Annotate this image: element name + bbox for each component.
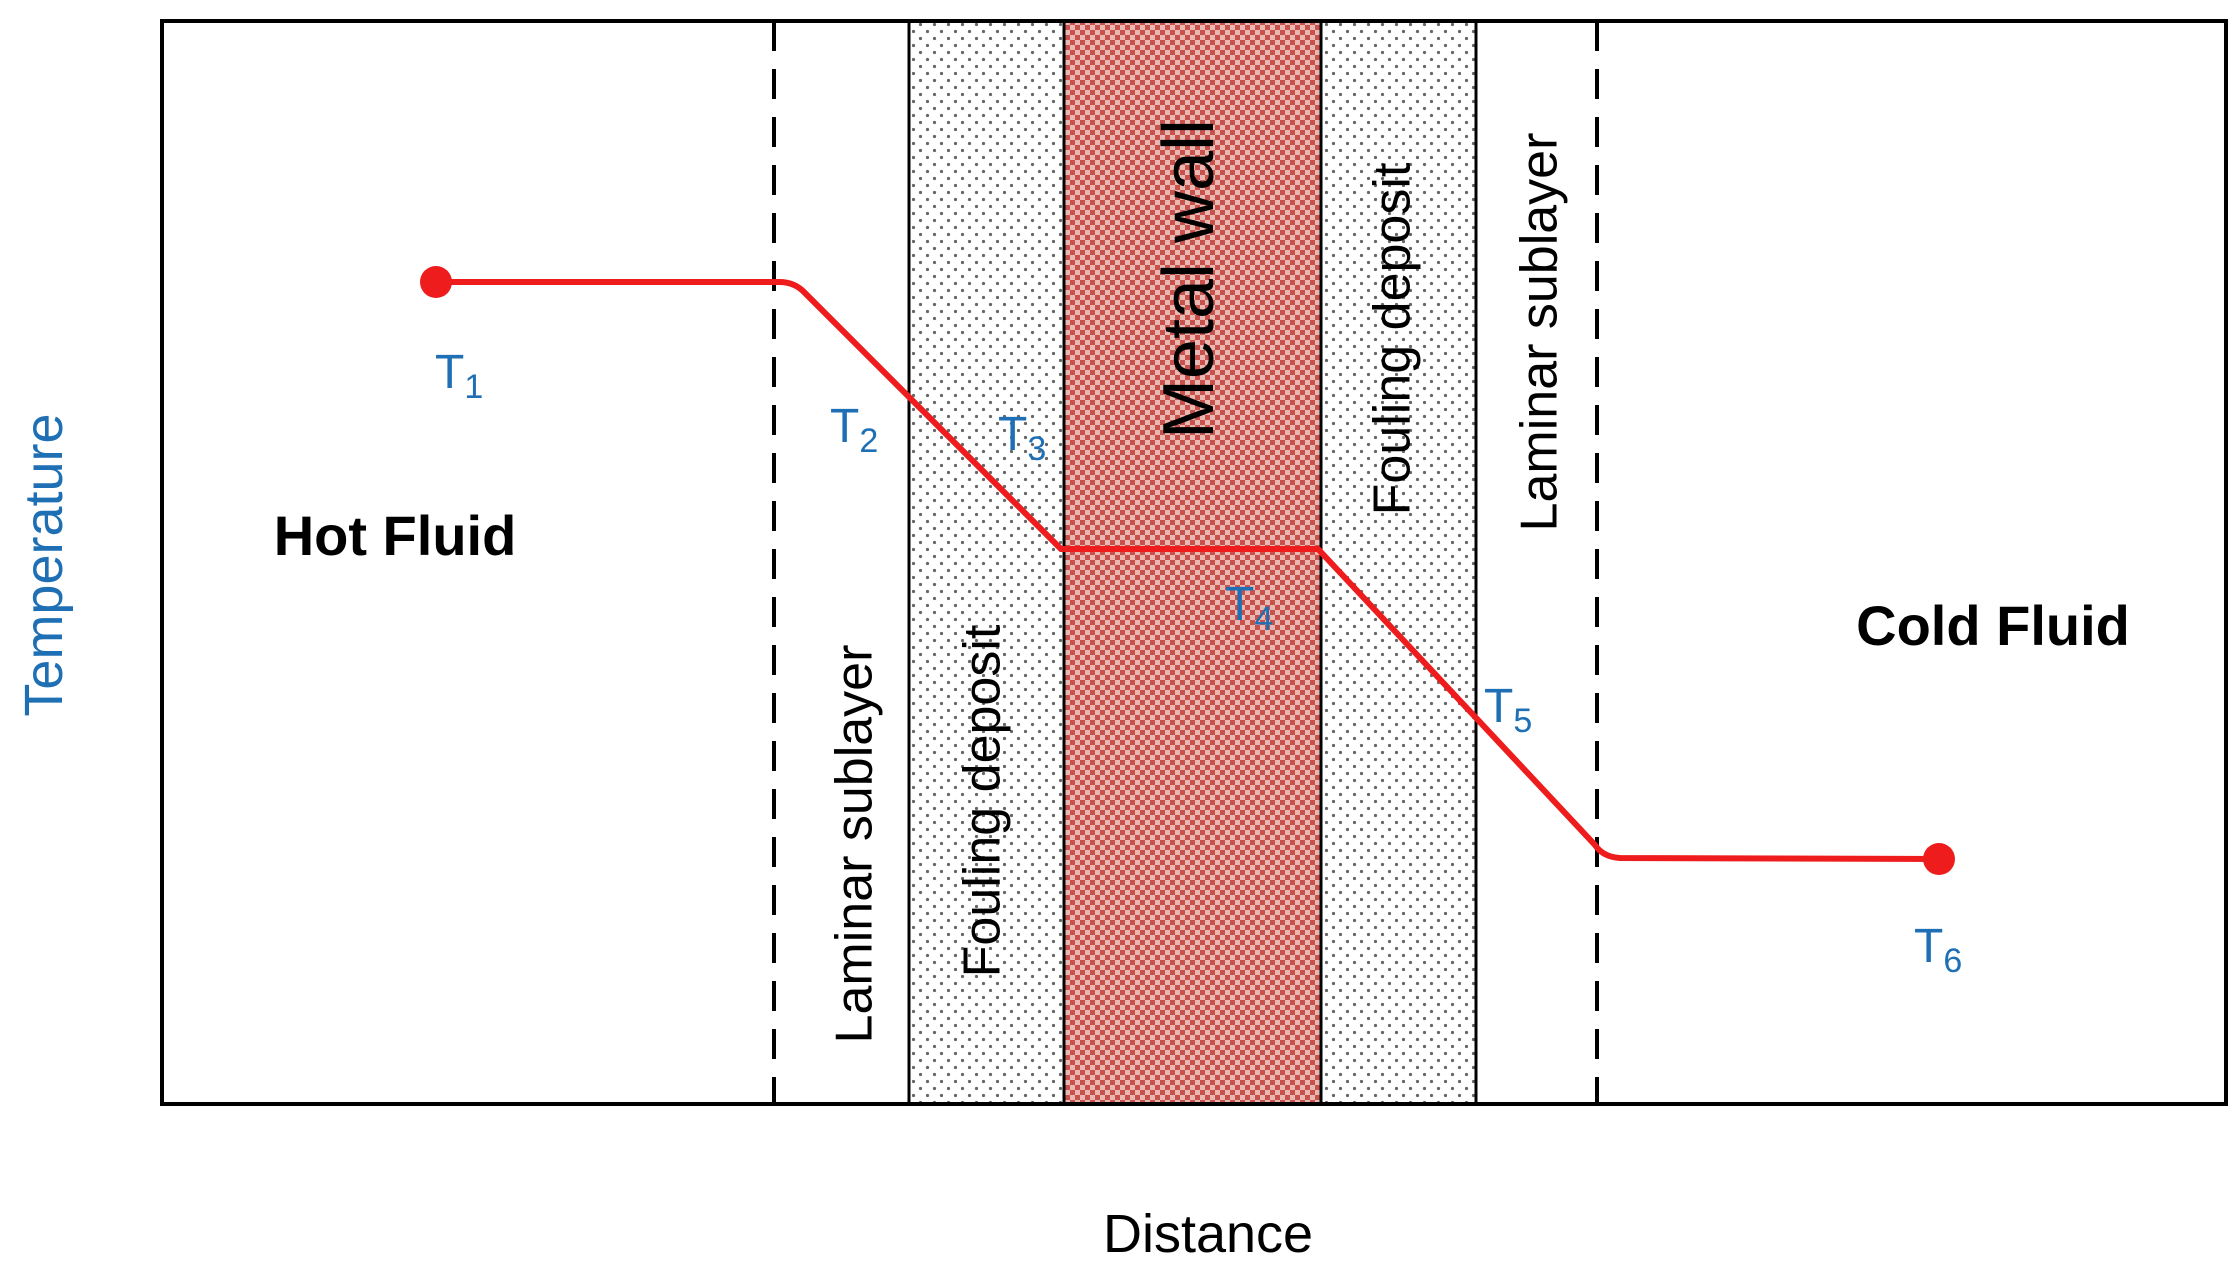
point-label: T6 [1914, 920, 1962, 980]
region-label: Cold Fluid [1856, 594, 2130, 657]
point-label: T1 [435, 346, 483, 406]
layer-label: Laminar sublayer [826, 645, 884, 1044]
metal-wall [1062, 19, 1323, 1106]
fouling-left [907, 19, 1066, 1106]
point-label: T4 [1225, 578, 1273, 638]
region-label: Hot Fluid [274, 504, 517, 567]
layer-label: Metal wall [1149, 119, 1229, 439]
layer-label: Fouling deposit [954, 624, 1012, 977]
y-axis-label: Temperature [14, 413, 74, 716]
frame [160, 19, 2228, 1106]
point-label: T3 [998, 408, 1046, 468]
layer-label: Fouling deposit [1364, 162, 1422, 515]
end-point [1923, 843, 1955, 875]
end-point [420, 266, 452, 298]
point-label: T5 [1484, 680, 1532, 740]
point-label: T2 [830, 400, 878, 460]
layer-label: Laminar sublayer [1511, 133, 1569, 532]
temperature-profile [436, 279, 1940, 862]
x-axis-label: Distance [1103, 1204, 1313, 1264]
